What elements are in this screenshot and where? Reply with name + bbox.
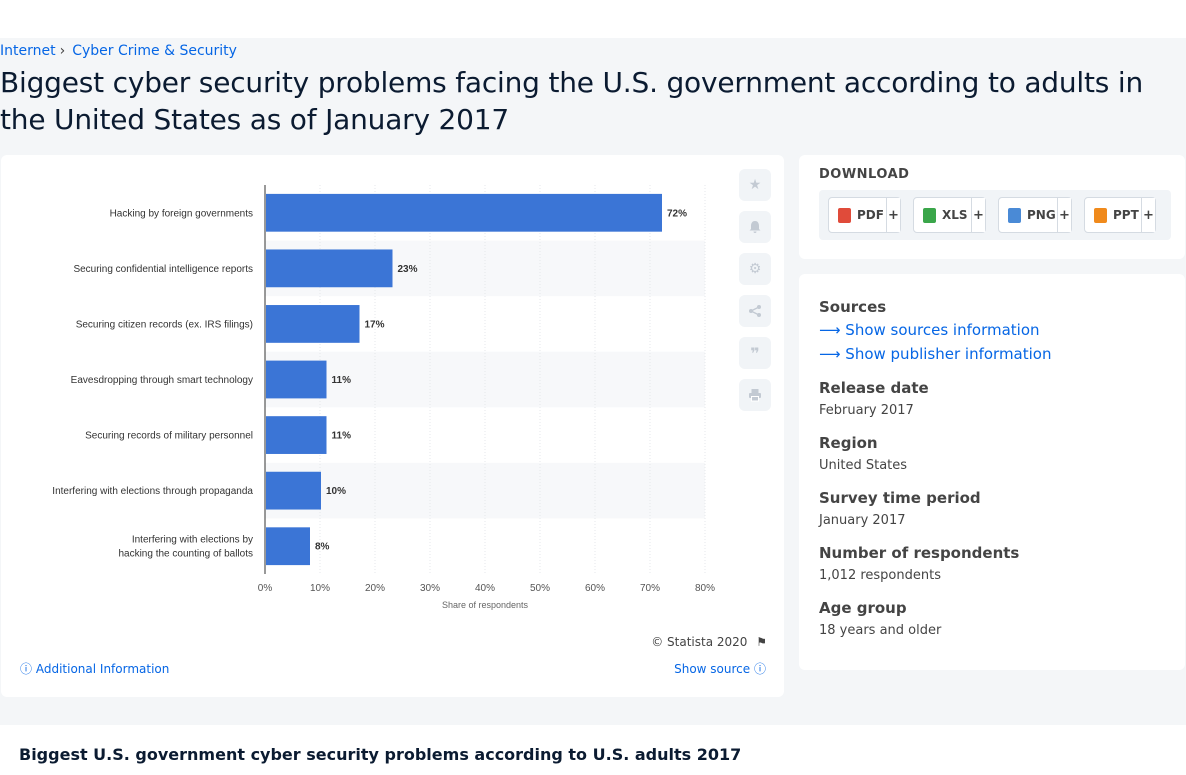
credit-text: © Statista 2020 xyxy=(651,635,748,649)
x-tick-label: 70% xyxy=(640,583,660,594)
gear-icon[interactable]: ⚙ xyxy=(739,253,771,285)
xls-icon xyxy=(923,207,936,223)
x-tick-label: 10% xyxy=(310,583,330,594)
png-label: PNG xyxy=(1027,208,1056,222)
category-label: Interfering with elections by xyxy=(132,535,253,546)
age-group-label: Age group xyxy=(819,599,907,617)
ppt-label: PPT xyxy=(1113,208,1139,222)
show-publisher-label: Show publisher information xyxy=(845,345,1052,363)
survey-period-value: January 2017 xyxy=(819,513,906,528)
show-sources-label: Show sources information xyxy=(845,321,1040,339)
respondents-value: 1,012 respondents xyxy=(819,568,941,583)
data-label: 11% xyxy=(332,431,352,442)
bar xyxy=(266,249,393,288)
additional-info-link[interactable]: ⓘ Additional Information xyxy=(20,660,169,677)
related-title: Biggest U.S. government cyber security p… xyxy=(19,745,742,764)
download-png-button[interactable]: PNG + xyxy=(998,197,1072,233)
quote-icon[interactable]: ❞ xyxy=(739,337,771,369)
category-label: Eavesdropping through smart technology xyxy=(71,375,253,386)
show-source-link[interactable]: Show source ⓘ xyxy=(674,660,766,677)
ppt-icon xyxy=(1094,207,1107,223)
age-group-value: 18 years and older xyxy=(819,623,942,638)
chart-tools: ★ ⚙ ❞ xyxy=(739,169,771,421)
data-label: 23% xyxy=(398,264,418,275)
chevron-right-icon: › xyxy=(59,43,66,59)
show-sources-link[interactable]: ⟶ Show sources information xyxy=(819,321,1040,339)
related-section: Biggest U.S. government cyber security p… xyxy=(0,725,1186,775)
pdf-label: PDF xyxy=(857,208,884,222)
download-title: DOWNLOAD xyxy=(819,167,910,182)
x-tick-label: 50% xyxy=(530,583,550,594)
data-label: 8% xyxy=(315,542,330,553)
x-tick-label: 20% xyxy=(365,583,385,594)
bell-icon[interactable] xyxy=(739,211,771,243)
plus-icon[interactable]: + xyxy=(1141,198,1155,232)
bar xyxy=(266,527,310,566)
region-label: Region xyxy=(819,434,878,452)
flag-icon[interactable]: ⚑ xyxy=(756,635,767,649)
region-value: United States xyxy=(819,458,908,473)
survey-period-label: Survey time period xyxy=(819,489,981,507)
xls-label: XLS xyxy=(942,208,968,222)
category-label: Interfering with elections through propa… xyxy=(52,486,253,497)
download-pdf-button[interactable]: PDF + xyxy=(828,197,901,233)
page-title: Biggest cyber security problems facing t… xyxy=(0,66,1143,136)
category-label: Securing citizen records (ex. IRS filing… xyxy=(76,319,253,330)
pdf-icon xyxy=(838,207,851,223)
x-tick-label: 0% xyxy=(258,583,273,594)
download-card: DOWNLOAD PDF + XLS + PNG + PPT + xyxy=(799,155,1185,259)
x-axis-title: Share of respondents xyxy=(442,600,529,610)
x-tick-label: 40% xyxy=(475,583,495,594)
info-icon: ⓘ xyxy=(20,662,33,676)
plus-icon[interactable]: + xyxy=(971,198,985,232)
download-buttons: PDF + XLS + PNG + PPT + xyxy=(819,190,1171,240)
data-label: 72% xyxy=(667,208,687,219)
show-publisher-link[interactable]: ⟶ Show publisher information xyxy=(819,345,1051,363)
print-icon[interactable] xyxy=(739,379,771,411)
top-bar xyxy=(0,0,1186,38)
x-tick-label: 30% xyxy=(420,583,440,594)
download-ppt-button[interactable]: PPT + xyxy=(1084,197,1156,233)
info-icon: ⓘ xyxy=(753,662,766,676)
star-icon[interactable]: ★ xyxy=(739,169,771,201)
bar xyxy=(266,471,321,510)
info-card: Sources ⟶ Show sources information ⟶ Sho… xyxy=(799,274,1185,670)
arrow-right-icon: ⟶ xyxy=(819,321,841,339)
breadcrumb-cyber-crime[interactable]: Cyber Crime & Security xyxy=(72,43,237,59)
respondents-label: Number of respondents xyxy=(819,544,1020,562)
bar xyxy=(266,360,327,399)
category-label: Hacking by foreign governments xyxy=(110,208,253,219)
additional-info-label: Additional Information xyxy=(35,662,170,676)
data-label: 17% xyxy=(365,319,385,330)
bar xyxy=(266,416,327,454)
category-label: hacking the counting of ballots xyxy=(118,549,253,560)
png-icon xyxy=(1008,207,1021,223)
plus-icon[interactable]: + xyxy=(1057,198,1071,232)
show-source-label: Show source xyxy=(674,662,751,676)
x-tick-label: 60% xyxy=(585,583,605,594)
data-label: 10% xyxy=(326,486,346,497)
breadcrumb-internet[interactable]: Internet xyxy=(0,43,56,59)
release-date-value: February 2017 xyxy=(819,403,914,418)
chart-card: 0% 10% 20% 30% 40% 50% 60% 70% 80% 72% Hacking by … xyxy=(1,155,784,697)
data-label: 11% xyxy=(332,375,352,386)
category-label: Securing confidential intelligence repor… xyxy=(73,264,253,275)
bar xyxy=(266,193,662,232)
arrow-right-icon: ⟶ xyxy=(819,345,841,363)
sources-label: Sources xyxy=(819,298,887,316)
bar xyxy=(266,305,360,343)
download-xls-button[interactable]: XLS + xyxy=(913,197,986,233)
category-label: Securing records of military personnel xyxy=(85,431,253,442)
plus-icon[interactable]: + xyxy=(886,198,900,232)
share-icon[interactable] xyxy=(739,295,771,327)
x-tick-label: 80% xyxy=(695,583,715,594)
release-date-label: Release date xyxy=(819,379,929,397)
bar-chart: 0% 10% 20% 30% 40% 50% 60% 70% 80% 72% Hacking by … xyxy=(52,185,715,610)
breadcrumb: Internet › Cyber Crime & Security xyxy=(0,43,237,59)
chart-credit: © Statista 2020 ⚑ xyxy=(651,635,767,649)
